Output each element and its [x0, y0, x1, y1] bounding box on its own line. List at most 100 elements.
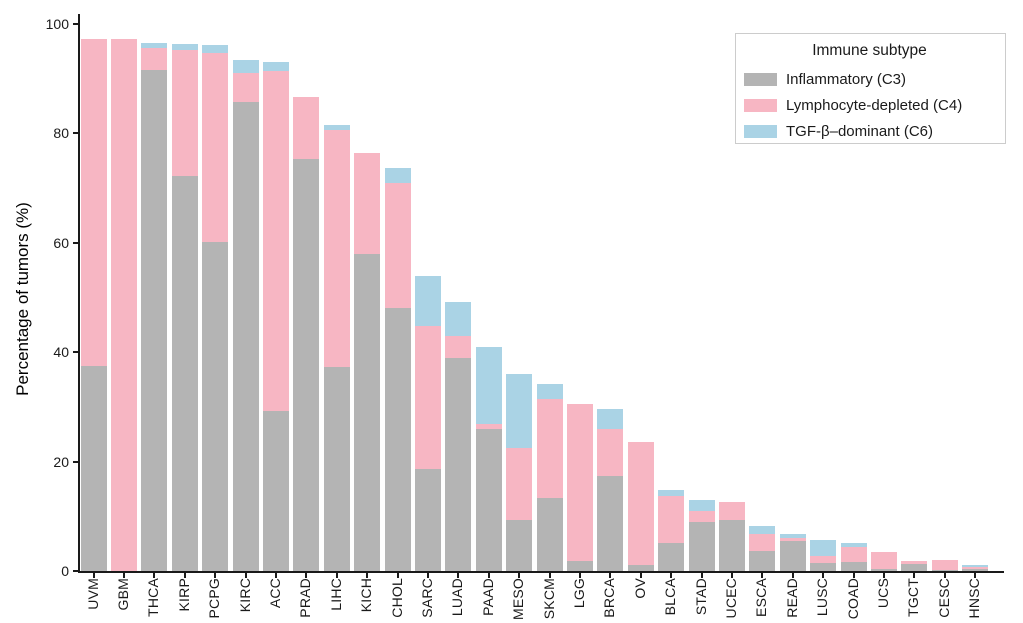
x-tick-label-read: READ [783, 578, 800, 618]
y-tick-mark-60 [73, 241, 79, 244]
bar-kirc-tgf-b-dominant-c6 [232, 59, 259, 74]
x-tick-mark-blca [670, 573, 673, 578]
x-tick-mark-sarc [426, 573, 429, 578]
x-tick-mark-ucs [882, 573, 885, 578]
bar-tgct-inflammatory-c3 [901, 564, 928, 571]
bar-ov-lymphocyte-depleted-c4 [627, 441, 654, 565]
bar-thca-inflammatory-c3 [141, 70, 168, 571]
x-tick-mark-lgg [578, 573, 581, 578]
y-tick-mark-80 [73, 132, 79, 135]
bar-prad-inflammatory-c3 [293, 159, 320, 571]
bar-uvm-inflammatory-c3 [80, 366, 107, 571]
bar-paad-inflammatory-c3 [475, 429, 502, 571]
x-tick-label-hnsc: HNSC [966, 578, 983, 619]
bar-kirp-lymphocyte-depleted-c4 [171, 49, 198, 177]
bar-pcpg-inflammatory-c3 [202, 242, 229, 571]
bar-kirc-inflammatory-c3 [232, 102, 259, 571]
x-tick-mark-paad [487, 573, 490, 578]
bar-blca-tgf-b-dominant-c6 [658, 490, 685, 496]
bar-chol-inflammatory-c3 [384, 308, 411, 571]
legend-swatch-tgf-b-dominant-c6 [744, 124, 777, 138]
legend-box: Immune subtype Inflammatory (C3) Lymphocy… [735, 33, 1006, 144]
bar-cesc-inflammatory-c3 [931, 569, 958, 571]
bar-pcpg-tgf-b-dominant-c6 [202, 45, 229, 53]
x-tick-label-skcm: SKCM [540, 578, 557, 620]
y-axis-spine [78, 14, 80, 572]
x-tick-mark-thca [153, 573, 156, 578]
x-tick-mark-stad [700, 573, 703, 578]
bar-kirp-tgf-b-dominant-c6 [171, 43, 198, 50]
x-tick-label-lgg: LGG [570, 578, 587, 609]
bar-blca-inflammatory-c3 [658, 543, 685, 571]
bar-coad-inflammatory-c3 [840, 562, 867, 571]
x-tick-mark-cesc [943, 573, 946, 578]
legend-item-inflammatory-c3: Inflammatory (C3) [744, 66, 995, 92]
bar-kich-lymphocyte-depleted-c4 [354, 153, 381, 255]
x-tick-label-ucec: UCEC [722, 578, 739, 619]
x-tick-mark-pcpg [214, 573, 217, 578]
y-tick-mark-100 [73, 23, 79, 25]
x-tick-label-lihc: LIHC [327, 578, 344, 611]
y-tick-label-100: 100 [45, 16, 69, 32]
legend-swatch-inflammatory-c3 [744, 72, 777, 86]
y-tick-mark-40 [73, 351, 79, 354]
bar-meso-tgf-b-dominant-c6 [506, 374, 533, 448]
bar-paad-tgf-b-dominant-c6 [475, 347, 502, 424]
bar-stad-inflammatory-c3 [688, 522, 715, 571]
x-tick-mark-lihc [335, 573, 338, 578]
bar-skcm-lymphocyte-depleted-c4 [536, 398, 563, 498]
bar-stad-tgf-b-dominant-c6 [688, 500, 715, 511]
bar-ucec-lymphocyte-depleted-c4 [718, 501, 745, 520]
bar-esca-tgf-b-dominant-c6 [749, 525, 776, 534]
bar-acc-tgf-b-dominant-c6 [262, 62, 289, 72]
legend-label-lymphocyte-depleted-c4: Lymphocyte-depleted (C4) [786, 96, 963, 114]
bar-read-tgf-b-dominant-c6 [779, 533, 806, 539]
x-tick-label-paad: PAAD [479, 578, 496, 616]
bar-luad-tgf-b-dominant-c6 [445, 301, 472, 336]
bar-lihc-tgf-b-dominant-c6 [323, 125, 350, 130]
bar-chol-lymphocyte-depleted-c4 [384, 183, 411, 309]
bar-blca-lymphocyte-depleted-c4 [658, 495, 685, 544]
bar-luad-lymphocyte-depleted-c4 [445, 335, 472, 358]
x-tick-label-thca: THCA [145, 578, 162, 617]
bar-ucs-inflammatory-c3 [870, 569, 897, 571]
x-tick-mark-coad [852, 573, 855, 578]
x-tick-label-kirc: KIRC [236, 578, 253, 613]
x-tick-mark-ov [639, 573, 642, 578]
bar-sarc-inflammatory-c3 [414, 468, 441, 571]
bar-tgct-lymphocyte-depleted-c4 [901, 561, 928, 565]
x-tick-label-ov: OV [631, 578, 648, 599]
x-tick-mark-kich [366, 573, 369, 578]
x-tick-mark-chol [396, 573, 399, 578]
bar-read-inflammatory-c3 [779, 541, 806, 571]
bar-acc-lymphocyte-depleted-c4 [262, 71, 289, 411]
x-tick-mark-hnsc [974, 573, 977, 578]
bar-lgg-inflammatory-c3 [566, 561, 593, 571]
x-tick-mark-lusc [822, 573, 825, 578]
bar-thca-lymphocyte-depleted-c4 [141, 48, 168, 71]
bar-cesc-lymphocyte-depleted-c4 [931, 560, 958, 570]
x-tick-label-kirp: KIRP [175, 578, 192, 612]
bar-kirc-lymphocyte-depleted-c4 [232, 73, 259, 103]
legend-title: Immune subtype [812, 42, 927, 59]
x-tick-mark-acc [274, 573, 277, 578]
x-tick-mark-kirp [183, 573, 186, 578]
bar-brca-inflammatory-c3 [597, 476, 624, 571]
bar-skcm-inflammatory-c3 [536, 497, 563, 571]
bar-brca-tgf-b-dominant-c6 [597, 409, 624, 430]
bar-brca-lymphocyte-depleted-c4 [597, 429, 624, 477]
legend-label-tgf-b-dominant-c6: TGF-β–dominant (C6) [786, 122, 933, 140]
x-tick-mark-read [791, 573, 794, 578]
bar-thca-tgf-b-dominant-c6 [141, 42, 168, 49]
bar-coad-tgf-b-dominant-c6 [840, 542, 867, 548]
x-tick-mark-tgct [913, 573, 916, 578]
bar-meso-inflammatory-c3 [506, 519, 533, 571]
bar-pcpg-lymphocyte-depleted-c4 [202, 52, 229, 243]
bar-ucs-lymphocyte-depleted-c4 [870, 552, 897, 570]
bar-luad-inflammatory-c3 [445, 357, 472, 571]
x-tick-label-coad: COAD [844, 578, 861, 620]
x-tick-mark-ucec [730, 573, 733, 578]
x-tick-label-prad: PRAD [297, 578, 314, 618]
bar-ov-inflammatory-c3 [627, 564, 654, 571]
